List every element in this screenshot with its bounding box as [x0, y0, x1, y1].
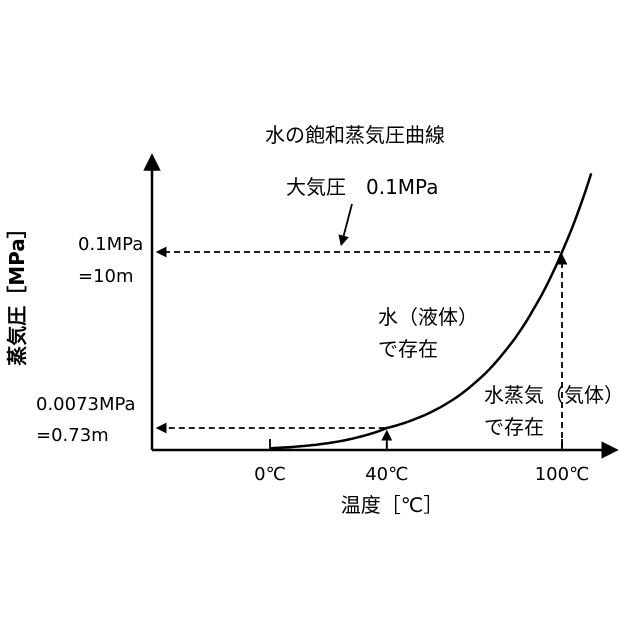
- ref-label-40-line1: 0.0073MPa: [36, 394, 136, 415]
- x-tick-label-2: 100℃: [535, 464, 590, 485]
- ref-label-100-line1: 0.1MPa: [78, 234, 143, 255]
- gas-region-line1: 水蒸気（気体）: [484, 383, 624, 407]
- liquid-region-line1: 水（液体）: [378, 305, 478, 329]
- ref-label-40-line2: =0.73m: [36, 425, 109, 446]
- x-axis-label: 温度［℃］: [341, 493, 443, 517]
- chart-title: 水の飽和蒸気圧曲線: [265, 123, 445, 147]
- y-axis-label: 蒸気圧［MPa］: [5, 218, 29, 366]
- atmosphere-arrow: [342, 204, 352, 242]
- x-tick-label-0: 0℃: [254, 464, 286, 485]
- ref-label-100-line2: =10m: [78, 266, 134, 287]
- gas-region-line2: で存在: [484, 415, 544, 439]
- atmosphere-annotation: 大気圧 0.1MPa: [286, 175, 438, 199]
- liquid-region-line2: で存在: [378, 337, 438, 361]
- x-tick-label-1: 40℃: [365, 464, 408, 485]
